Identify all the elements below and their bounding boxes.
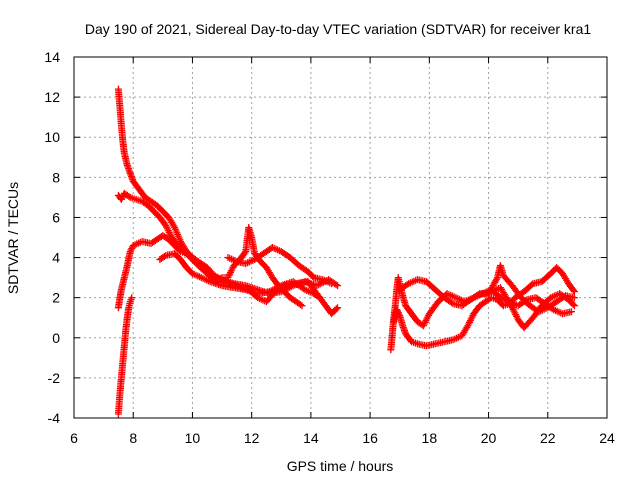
data-point	[493, 275, 501, 283]
grid-lines	[74, 57, 607, 418]
data-point	[395, 310, 403, 318]
data-point	[126, 248, 134, 256]
y-tick-label: 10	[44, 129, 60, 145]
data-point	[567, 308, 575, 316]
data-point	[332, 305, 340, 313]
x-tick-label: 12	[244, 430, 260, 446]
y-tick-label: 0	[52, 330, 60, 346]
plot-frame	[73, 56, 608, 419]
y-tick-label: 6	[52, 209, 60, 225]
data-point	[570, 302, 578, 310]
data-point	[128, 294, 136, 302]
data-point	[117, 195, 125, 203]
data-point	[448, 299, 456, 307]
data-point	[332, 281, 340, 289]
data-point	[474, 291, 482, 299]
data-point	[569, 286, 577, 294]
y-tick-label: 4	[52, 250, 60, 266]
data-point	[394, 307, 402, 315]
data-point	[160, 253, 168, 261]
x-tick-label: 14	[303, 430, 319, 446]
data-points	[114, 85, 578, 418]
y-tick-label: -2	[48, 370, 61, 386]
data-point	[314, 293, 322, 301]
data-point	[570, 294, 578, 302]
data-point	[125, 192, 133, 200]
y-axis-label: SDTVAR / TECUs	[5, 182, 21, 294]
y-tick-label: 8	[52, 169, 60, 185]
data-point	[570, 288, 578, 296]
data-point	[118, 194, 126, 202]
data-point	[569, 300, 577, 308]
x-axis-label: GPS time / hours	[287, 458, 394, 474]
x-tick-label: 8	[129, 430, 137, 446]
x-tick-label: 10	[185, 430, 201, 446]
data-point	[297, 301, 305, 309]
y-tick-label: 2	[52, 290, 60, 306]
y-tick-label: -4	[48, 410, 61, 426]
x-tick-label: 22	[540, 430, 556, 446]
data-point	[328, 280, 336, 288]
x-tick-label: 6	[70, 430, 78, 446]
data-point	[298, 302, 306, 310]
x-tick-label: 20	[481, 430, 497, 446]
x-tick-label: 16	[362, 430, 378, 446]
y-tick-label: 14	[44, 49, 60, 65]
data-point	[127, 246, 135, 254]
data-point	[334, 304, 342, 312]
data-point	[241, 249, 249, 257]
y-tick-label: 12	[44, 89, 60, 105]
data-point	[528, 281, 536, 289]
x-tick-label: 18	[422, 430, 438, 446]
data-point	[394, 309, 402, 317]
data-point	[522, 297, 530, 305]
data-point	[128, 245, 136, 253]
data-point	[393, 306, 401, 314]
chart-title: Day 190 of 2021, Sidereal Day-to-day VTE…	[85, 21, 591, 37]
data-point	[316, 294, 324, 302]
data-point	[334, 282, 342, 290]
x-tick-label: 24	[599, 430, 615, 446]
